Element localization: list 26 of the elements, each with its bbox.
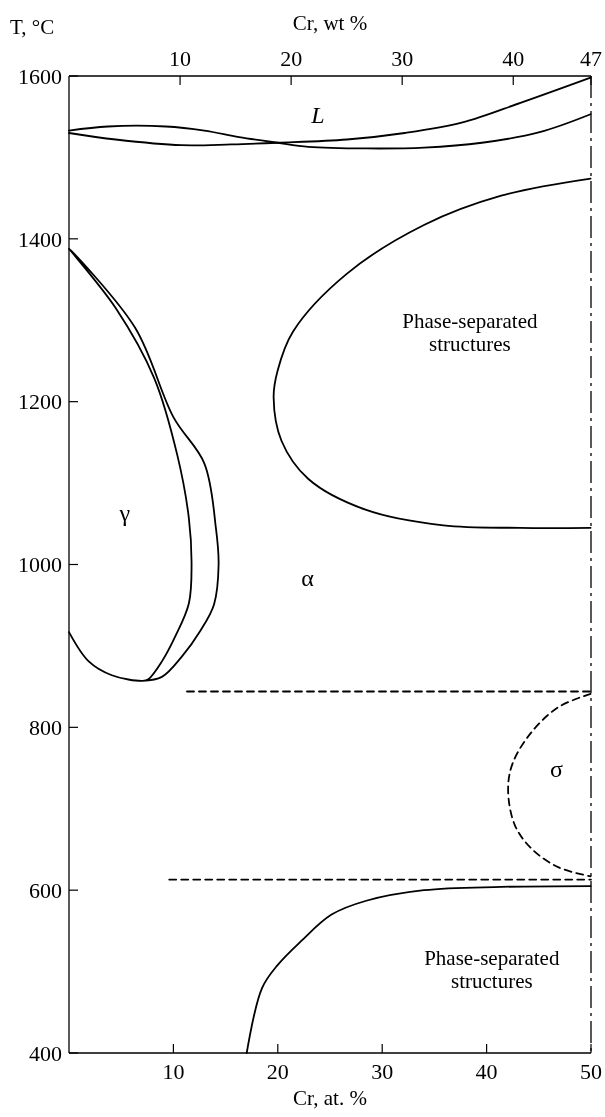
x-tick-label: 30 <box>371 1059 394 1084</box>
y-tick-label: 800 <box>29 715 62 741</box>
x2-tick-label: 10 <box>169 46 192 71</box>
x-tick-label: 20 <box>266 1059 289 1084</box>
annotation: Phase-separated structures <box>402 308 539 356</box>
y-tick-label: 600 <box>29 877 62 903</box>
x2-tick-label: 20 <box>280 46 303 71</box>
x2-tick-label: 40 <box>502 46 525 71</box>
x2-axis-title: Cr, wt % <box>292 11 368 35</box>
x-tick-label: 50 <box>580 1059 602 1084</box>
x-tick-label: 10 <box>162 1059 185 1084</box>
annotation: α <box>301 564 315 591</box>
annotation: σ <box>550 756 564 783</box>
x-tick-label: 40 <box>475 1059 498 1084</box>
x2-tick-label: 47 <box>580 46 602 71</box>
x2-tick-label: 30 <box>391 46 414 71</box>
x-axis-title: Cr, at. % <box>293 1086 367 1110</box>
annotation: γ <box>118 500 131 527</box>
y-tick-label: 400 <box>29 1040 62 1066</box>
y-tick-label: 1000 <box>18 552 62 578</box>
y-axis-title: T, °C <box>10 15 55 39</box>
annotation: L <box>310 102 325 129</box>
y-tick-label: 1600 <box>18 63 62 89</box>
y-tick-label: 1400 <box>18 226 62 252</box>
y-tick-label: 1200 <box>18 389 62 415</box>
annotation: Phase-separated structures <box>424 945 560 993</box>
